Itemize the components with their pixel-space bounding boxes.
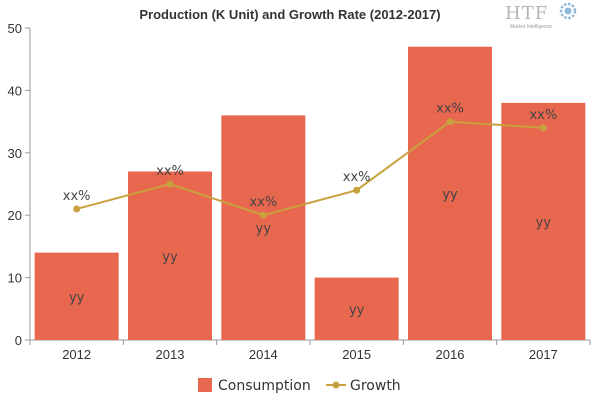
bar-consumption-2015 xyxy=(314,277,399,340)
growth-point-2013 xyxy=(166,180,174,188)
bar-data-label: yy xyxy=(442,187,458,202)
bar-consumption-2012 xyxy=(34,252,119,340)
line-data-label: xx% xyxy=(156,164,184,179)
bar-consumption-2017 xyxy=(501,102,586,340)
y-tick-label: 30 xyxy=(8,146,22,161)
y-tick-label: 20 xyxy=(8,208,22,223)
line-data-label: xx% xyxy=(436,102,464,117)
y-tick-label: 10 xyxy=(8,271,22,286)
x-tick-label: 2013 xyxy=(156,347,185,362)
bar-data-label: yy xyxy=(349,303,365,318)
growth-point-2012 xyxy=(73,205,81,213)
logo-text: HTF xyxy=(505,3,548,24)
x-tick-label: 2014 xyxy=(249,347,278,362)
x-tick-label: 2017 xyxy=(529,347,558,362)
consumption-bars xyxy=(34,46,586,340)
growth-point-2015 xyxy=(353,186,361,194)
growth-point-2014 xyxy=(259,211,267,219)
x-axis: 2012 2013 2014 2015 2016 2017 xyxy=(29,339,591,362)
bar-consumption-2013 xyxy=(128,171,212,340)
growth-point-2017 xyxy=(539,124,547,132)
x-tick-label: 2015 xyxy=(342,347,371,362)
growth-line xyxy=(73,118,547,219)
growth-data-labels: xx% xx% xx% xx% xx% xx% xyxy=(63,102,557,211)
logo-subtitle: Market Intelligence xyxy=(510,24,552,30)
bar-data-label: yy xyxy=(256,222,272,237)
bar-data-label: yy xyxy=(162,250,178,265)
legend: Consumption Growth xyxy=(198,378,401,394)
gear-icon xyxy=(559,2,577,20)
legend-label-growth: Growth xyxy=(350,378,401,394)
bar-consumption-2016 xyxy=(408,46,492,340)
legend-label-consumption: Consumption xyxy=(218,378,311,394)
legend-marker-growth xyxy=(332,381,340,389)
y-tick-label: 40 xyxy=(8,83,22,98)
legend-swatch-consumption xyxy=(198,378,212,392)
line-data-label: xx% xyxy=(343,170,371,185)
chart-title: Production (K Unit) and Growth Rate (201… xyxy=(139,7,440,22)
y-tick-label: 0 xyxy=(15,333,22,348)
line-data-label: xx% xyxy=(63,189,91,204)
growth-line-path xyxy=(76,120,544,217)
y-tick-label: 50 xyxy=(8,21,22,36)
growth-point-2016 xyxy=(446,118,454,126)
x-tick-label: 2012 xyxy=(62,347,91,362)
x-tick-label: 2016 xyxy=(436,347,465,362)
bar-consumption-2014 xyxy=(221,115,306,340)
y-axis: 0 10 20 30 40 50 xyxy=(8,21,31,348)
bar-data-label: yy xyxy=(536,215,552,230)
htf-logo: HTF Market Intelligence xyxy=(505,2,577,30)
line-data-label: xx% xyxy=(529,108,557,123)
line-data-label: xx% xyxy=(249,195,277,210)
consumption-data-labels: yy yy yy yy yy yy xyxy=(69,187,551,317)
bar-data-label: yy xyxy=(69,290,85,305)
